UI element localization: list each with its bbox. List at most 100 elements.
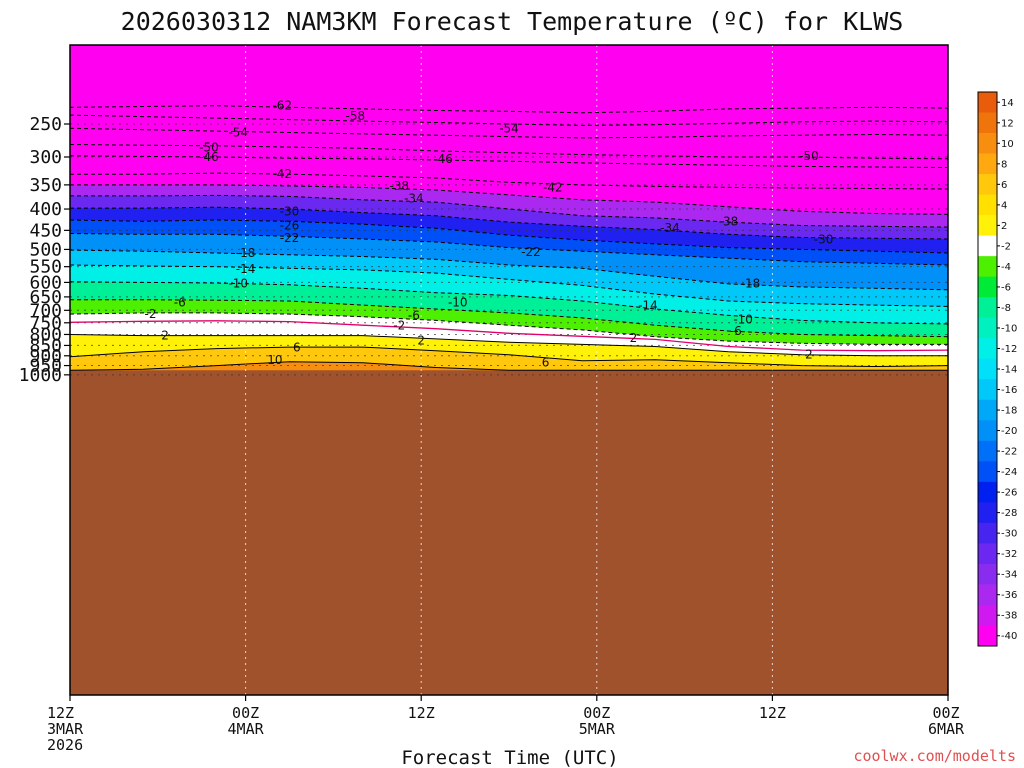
colorbar-swatch [978, 543, 997, 565]
colorbar-swatch [978, 276, 997, 298]
contour-label: -26 [280, 218, 300, 232]
contour-label: -6 [174, 295, 186, 309]
band--34 [70, 195, 948, 239]
band-6 [70, 347, 948, 371]
colorbar: 14 12 10 8 6 4 2 -2 -4 -6 -8 -10 -12 -14 -16 -18 -20 -22 -… [977, 91, 1017, 647]
y-tick-label: 450 [29, 220, 62, 241]
y-tick-label: 600 [29, 272, 62, 293]
contour-label: -38 [389, 179, 409, 193]
colorbar-swatch [978, 215, 997, 237]
chart-title: 2026030312 NAM3KM Forecast Temperature (… [121, 7, 904, 36]
band--18 [70, 250, 948, 307]
colorbar-label: -20 [1001, 426, 1017, 437]
x-axis-label: Forecast Time (UTC) [401, 747, 618, 768]
y-tick-label: 1000 [19, 365, 62, 386]
colorbar-swatch [978, 194, 997, 216]
contour-label: 6 [293, 341, 301, 355]
colorbar-label: -40 [1001, 631, 1017, 642]
colorbar-label: -28 [1001, 508, 1017, 519]
colorbar-label: -12 [1001, 344, 1017, 355]
colorbar-label: -34 [1001, 570, 1017, 581]
colorbar-swatch [978, 133, 997, 155]
credit-text: coolwx.com/modelts [853, 747, 1016, 765]
contour-label: -54 [499, 121, 519, 135]
colorbar-label: -22 [1001, 447, 1017, 458]
colorbar-swatch [978, 625, 997, 647]
colorbar-label: -10 [1001, 323, 1017, 334]
contour-label: -42 [272, 167, 292, 181]
contour-label: -14 [638, 299, 658, 313]
y-tick-label: 950 [29, 356, 62, 377]
y-tick-label: 400 [29, 199, 62, 220]
freezing-line [70, 320, 948, 352]
colorbar-label: 4 [1001, 200, 1007, 211]
y-tick-label: 550 [29, 257, 62, 278]
contour-label: -22 [280, 231, 300, 245]
contour-label: -30 [280, 204, 300, 218]
contour-label: -46 [433, 152, 453, 166]
colorbar-label: -32 [1001, 549, 1017, 560]
contour-line--46 [70, 155, 948, 168]
colorbar-label: -36 [1001, 590, 1017, 601]
y-tick-label: 250 [29, 114, 62, 135]
colorbar-swatch [978, 338, 997, 360]
contour-label: -2 [144, 307, 156, 321]
colorbar-swatch [978, 153, 997, 175]
contour-label: -50 [799, 149, 819, 163]
band--6 [70, 299, 948, 345]
contour-label: 2 [417, 334, 425, 348]
y-tick-label: 850 [29, 335, 62, 356]
contour-label: -14 [236, 262, 256, 276]
contour-label: -10 [228, 277, 248, 291]
band-2 [70, 334, 948, 367]
contour-label: -10 [733, 313, 753, 327]
y-axis-ticks: 250 300 350 4004505005506006507007508008509… [19, 114, 70, 386]
colorbar-label: 2 [1001, 221, 1007, 232]
x-tick-label: 6MAR [928, 720, 965, 738]
x-tick-label: 3MAR [47, 720, 84, 738]
contour-line-6 [70, 346, 948, 368]
y-tick-label: 800 [29, 324, 62, 345]
y-tick-label: 700 [29, 300, 62, 321]
x-tick-label: 12Z [408, 704, 435, 722]
contour-line--54 [70, 127, 948, 139]
colorbar-label: 12 [1001, 118, 1014, 129]
contour-line-2 [70, 334, 948, 357]
colorbar-label: 8 [1001, 159, 1007, 170]
band--42 [70, 173, 948, 215]
x-tick-label: 2026 [47, 736, 83, 754]
contour-label: -22 [521, 245, 541, 259]
ground-surface [70, 370, 948, 695]
colorbar-label: 14 [1001, 98, 1014, 109]
y-tick-label: 350 [29, 175, 62, 196]
colorbar-swatch [978, 256, 997, 278]
contour-label: -6 [408, 308, 420, 322]
colorbar-label: -26 [1001, 488, 1017, 499]
x-tick-label: 00Z [932, 704, 959, 722]
colorbar-label: -38 [1001, 611, 1017, 622]
contour-line--62 [70, 105, 948, 114]
colorbar-label: -24 [1001, 467, 1017, 478]
x-tick-label: 12Z [47, 704, 74, 722]
contour-label: 6 [542, 356, 550, 370]
colorbar-swatch [978, 174, 997, 196]
x-tick-label: 00Z [583, 704, 610, 722]
colorbar-swatch [978, 563, 997, 585]
contour-label: 10 [267, 353, 282, 367]
plot-frame [69, 44, 949, 696]
contour-line-10 [70, 361, 948, 371]
colorbar-label: -2 [1001, 241, 1011, 252]
band--26 [70, 220, 948, 265]
x-tick-label: 12Z [759, 704, 786, 722]
contour-labels: -62-58-54 -54-50-50-46 -46-42-42-38-38-34-… [144, 99, 833, 370]
y-tick-label: 900 [29, 346, 62, 367]
band--38 [70, 184, 948, 228]
colorbar-swatch [978, 440, 997, 462]
colorbar-label: -30 [1001, 529, 1017, 540]
colorbar-label: 10 [1001, 139, 1014, 150]
contour-label: 2 [630, 331, 638, 345]
contour-label: -2 [393, 319, 405, 333]
colorbar-label: -6 [1001, 282, 1011, 293]
